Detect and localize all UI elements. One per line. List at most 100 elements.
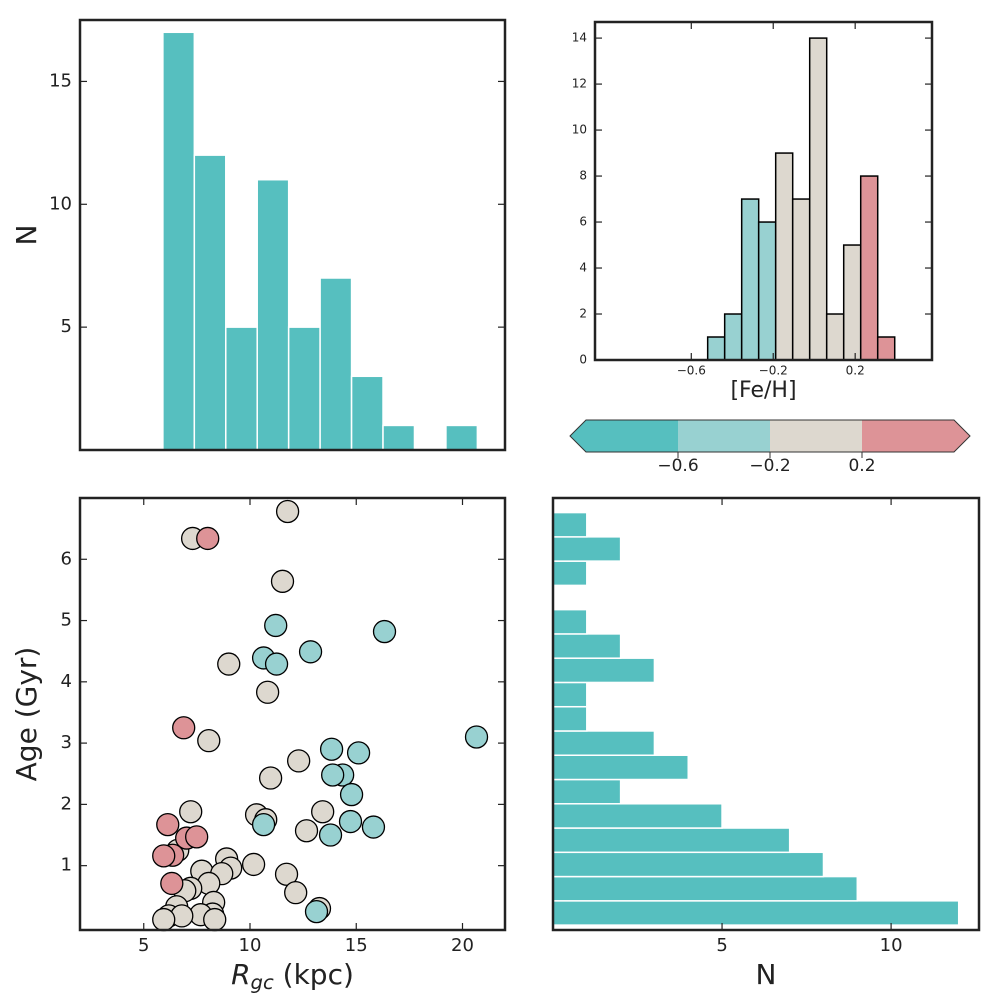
histogram-bar: [552, 657, 656, 684]
scatter-point: [321, 763, 345, 787]
axes-frame: [78, 18, 507, 452]
scatter-point: [318, 823, 343, 847]
y-tick-label: 4: [579, 261, 587, 275]
x-axis-label-symbol: R: [231, 958, 250, 991]
scatter-point: [196, 526, 220, 551]
histogram-bar: [552, 560, 588, 587]
scatter-point: [319, 737, 344, 761]
histogram-bar: [706, 336, 726, 361]
scatter-point: [270, 569, 295, 593]
y-tick-label: 5: [61, 610, 72, 631]
x-tick-label: 10: [239, 935, 262, 956]
y-axis-label: Age (Gyr): [10, 647, 43, 782]
histogram-bar: [723, 313, 743, 361]
x-tick-label: 15: [345, 935, 368, 956]
colorbar-tick-label: −0.6: [657, 456, 698, 476]
histogram-bar: [193, 154, 227, 451]
scatter-point: [251, 812, 276, 837]
scatter-point: [241, 852, 266, 877]
histogram-bar: [225, 326, 258, 451]
histogram-bar: [791, 198, 811, 361]
y-tick-label: 0: [579, 353, 587, 367]
scatter-point: [372, 619, 397, 644]
scatter-point: [255, 680, 280, 704]
y-tick-label: 2: [61, 793, 72, 814]
x-tick-label: 5: [716, 935, 727, 956]
scatter-point: [185, 825, 209, 849]
axes-frame: [78, 496, 507, 932]
y-tick-label: 4: [61, 671, 72, 692]
panel: [152, 499, 489, 932]
histogram-bar: [552, 511, 588, 538]
y-tick-label: 6: [61, 548, 72, 569]
scatter-point: [338, 809, 363, 834]
histogram-bar: [876, 336, 896, 361]
scatter-point: [203, 907, 227, 932]
histogram-bar: [740, 198, 760, 361]
scatter-point: [160, 871, 184, 896]
scatter-point: [298, 640, 323, 664]
histogram-bar: [552, 608, 588, 635]
histogram-bar: [256, 178, 290, 451]
x-axis-label-subscript: gc: [251, 971, 274, 994]
scatter-point: [294, 819, 319, 843]
histogram-bar: [287, 326, 321, 451]
scatter-point: [152, 844, 176, 868]
scatter-point: [361, 815, 386, 839]
y-tick-label: 2: [579, 307, 587, 321]
x-tick-label: −0.6: [677, 363, 706, 377]
histogram-bar: [552, 705, 588, 732]
histogram-bar: [552, 827, 791, 854]
x-tick-label: 5: [138, 935, 149, 956]
scatter-point: [264, 652, 289, 676]
colorbar-segment: [770, 420, 863, 452]
histogram-bar: [552, 633, 622, 659]
axes-frame: [593, 20, 934, 362]
scatter-point: [311, 800, 335, 824]
x-axis-label: Rgc (kpc): [231, 958, 354, 994]
x-tick-label: −0.2: [759, 363, 788, 377]
histogram-bar: [859, 175, 879, 361]
x-tick-label: 0.2: [846, 363, 865, 377]
y-tick-label: 10: [49, 193, 72, 214]
x-tick-label: 20: [451, 935, 474, 956]
scatter-point: [264, 613, 288, 638]
histogram-bar: [552, 778, 622, 805]
histogram-bar: [350, 375, 384, 451]
y-tick-label: 14: [572, 31, 587, 45]
scatter-point: [172, 716, 196, 740]
scatter-point: [152, 907, 176, 932]
scatter-point: [217, 652, 241, 676]
y-tick-label: 6: [579, 215, 587, 229]
histogram-bar: [757, 221, 777, 361]
colorbar-outline: [569, 419, 971, 453]
histogram-bar: [552, 851, 825, 878]
histogram-bar: [808, 37, 828, 361]
histogram-bar: [774, 152, 794, 361]
histogram-bar: [552, 536, 622, 562]
axes-frame: [551, 496, 981, 932]
scatter-point: [275, 499, 300, 524]
panel: [706, 37, 896, 361]
colorbar-segment: [862, 420, 955, 452]
colorbar-tick-label: 0.2: [848, 456, 875, 476]
x-axis-label: N: [756, 958, 777, 991]
histogram-bar: [445, 424, 479, 451]
histogram-bar: [552, 730, 656, 756]
scatter-point: [274, 862, 299, 886]
scatter-point: [156, 812, 180, 837]
y-tick-label: 3: [61, 732, 72, 753]
x-axis-label-unit: (kpc): [274, 958, 354, 991]
scatter-point: [304, 899, 329, 924]
y-tick-label: 5: [61, 316, 72, 337]
histogram-bar: [552, 875, 859, 902]
histogram-bar: [319, 277, 353, 451]
y-axis-label: N: [10, 225, 43, 246]
scatter-point: [197, 729, 221, 753]
scatter-point: [346, 741, 371, 765]
histogram-bar: [162, 31, 196, 451]
scatter-point: [287, 749, 311, 773]
scatter-point: [258, 766, 283, 790]
scatter-point: [284, 880, 308, 905]
panel: [552, 511, 960, 926]
